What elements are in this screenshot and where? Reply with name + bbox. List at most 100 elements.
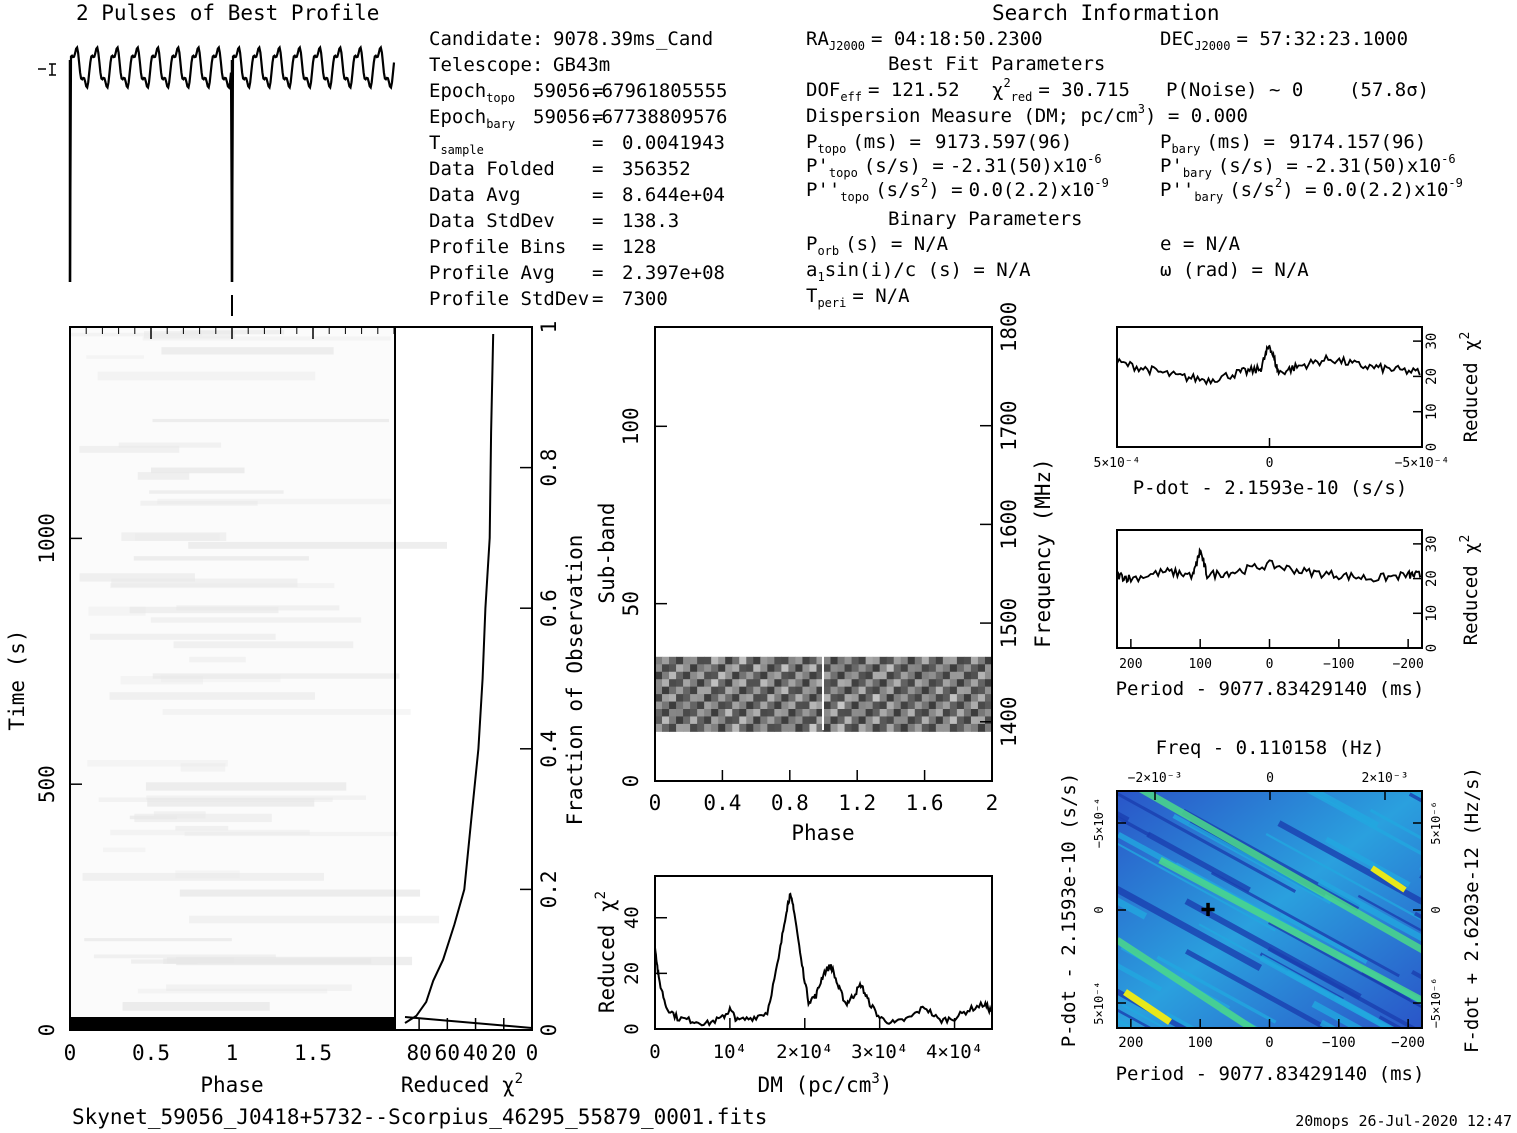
- band-cell: [935, 671, 944, 680]
- band-cell: [816, 671, 824, 680]
- period-xlabel: Period - 9077.83429140 (ms): [1116, 678, 1425, 700]
- band-cell: [893, 716, 902, 725]
- y-tick-label: 0.8: [537, 449, 561, 487]
- band-cell: [753, 671, 761, 680]
- y-tick-label: 100: [619, 407, 643, 445]
- band-cell: [781, 671, 789, 680]
- best-fit-marker: ✚: [1200, 900, 1215, 921]
- y-tick-label: 30: [1424, 535, 1440, 552]
- x-tick-label: 2: [986, 791, 999, 815]
- band-cell: [984, 694, 993, 703]
- band-cell: [900, 723, 909, 732]
- band-cell: [900, 694, 909, 703]
- band-cell: [718, 723, 726, 732]
- band-cell: [949, 664, 958, 673]
- noise-streak: [79, 445, 180, 453]
- x-tick-label: 200: [1118, 1035, 1143, 1051]
- band-cell: [697, 671, 705, 680]
- band-cell: [662, 656, 670, 665]
- band-cell: [886, 723, 895, 732]
- noise-streak: [82, 872, 324, 881]
- y-tick-label: 0: [619, 775, 643, 788]
- band-cell: [949, 679, 958, 688]
- band-cell: [711, 656, 719, 665]
- band-cell: [802, 723, 810, 732]
- noise-streak: [166, 984, 352, 991]
- plane-ridge: [1137, 791, 1422, 954]
- plane-streak: [1117, 810, 1130, 822]
- search-info-title: Search Information: [992, 1, 1220, 25]
- noise-streak: [161, 347, 334, 355]
- noise-streak: [121, 532, 227, 542]
- x-tick-label: 60: [435, 1041, 460, 1065]
- band-cell: [893, 671, 902, 680]
- band-cell: [718, 656, 726, 665]
- noise-streak: [87, 760, 228, 767]
- plane-streak: [1279, 913, 1368, 964]
- band-cell: [851, 701, 860, 710]
- band-cell: [788, 723, 796, 732]
- x-tick-label: 4×10⁴: [926, 1041, 983, 1063]
- band-cell: [837, 671, 846, 680]
- band-cell: [837, 708, 846, 717]
- band-cell: [816, 708, 824, 717]
- band-cell: [984, 664, 993, 673]
- band-cell: [655, 679, 663, 688]
- x-tick-label: −200: [1391, 1035, 1425, 1051]
- plane-streak: [1117, 962, 1163, 992]
- band-cell: [935, 694, 944, 703]
- ppdot-title: Freq - 0.110158 (Hz): [1156, 737, 1385, 759]
- band-cell: [802, 671, 810, 680]
- y2-tick-label: 1600: [997, 499, 1021, 550]
- chi2-fraction-axes: 80 60 40 20 0 0 0.2 0.4 0.6 0.8 1: [406, 321, 561, 1065]
- info-left-eq: =: [592, 288, 603, 310]
- band-cell: [858, 723, 867, 732]
- dm-ylabel: Reduced χ2: [593, 891, 619, 1013]
- y-tick-label: 0: [1092, 906, 1106, 913]
- x-tick-label: 80: [406, 1041, 431, 1065]
- band-cell: [837, 664, 846, 673]
- band-cell: [963, 694, 972, 703]
- band-cell: [837, 686, 846, 695]
- subband-axes: 0 0.4 0.8 1.2 1.6 2 0 50 100 1400 1500 1600 1700 1800: [619, 302, 1021, 815]
- noise-streak: [88, 606, 146, 616]
- pddtopo-line: P''topo (s/s2) = 0.0(2.2)x10-9: [806, 176, 1109, 204]
- band-cell: [970, 656, 979, 665]
- band-cell: [865, 686, 874, 695]
- band-cell: [942, 686, 951, 695]
- noise-streak: [109, 692, 315, 700]
- band-cell: [949, 694, 958, 703]
- band-cell: [928, 686, 937, 695]
- band-cell: [676, 679, 684, 688]
- info-left-row: Profile Bins: [429, 236, 566, 258]
- band-cell: [718, 716, 726, 725]
- plane-streak: [1317, 878, 1422, 942]
- band-cell: [921, 671, 930, 680]
- band-cell: [732, 664, 740, 673]
- noise-streak: [93, 954, 276, 959]
- info-left-value: 2.397e+08: [622, 262, 725, 284]
- info-left-value: 0.0041943: [622, 132, 725, 154]
- band-cell: [893, 656, 902, 665]
- band-cell: [844, 716, 853, 725]
- band-cell: [823, 708, 832, 717]
- band-cell: [928, 694, 937, 703]
- plane-streak: [1267, 946, 1418, 1028]
- band-cell: [823, 686, 832, 695]
- band-cell: [809, 686, 817, 695]
- band-cell: [984, 686, 993, 695]
- pdtopo-line: P'topo (s/s) = -2.31(50)x10-6: [806, 152, 1102, 180]
- svg-text:Ptopo(ms) =9173.597(96): Ptopo (ms) = 9173.597(96): [806, 131, 1072, 156]
- plane-streak: [1172, 813, 1332, 905]
- band-cell: [704, 723, 712, 732]
- ecc-line: e = N/A: [1160, 233, 1241, 255]
- band-cell: [963, 716, 972, 725]
- plane-streak: [1481, 1012, 1517, 1094]
- band-cell: [977, 716, 986, 725]
- chi2-fraction-ylabel: Fraction of Observation: [563, 535, 587, 826]
- band-cell: [935, 686, 944, 695]
- info-left-value: 8.644e+04: [622, 184, 725, 206]
- plane-streak: [1117, 1008, 1153, 1028]
- noise-streak: [179, 889, 421, 897]
